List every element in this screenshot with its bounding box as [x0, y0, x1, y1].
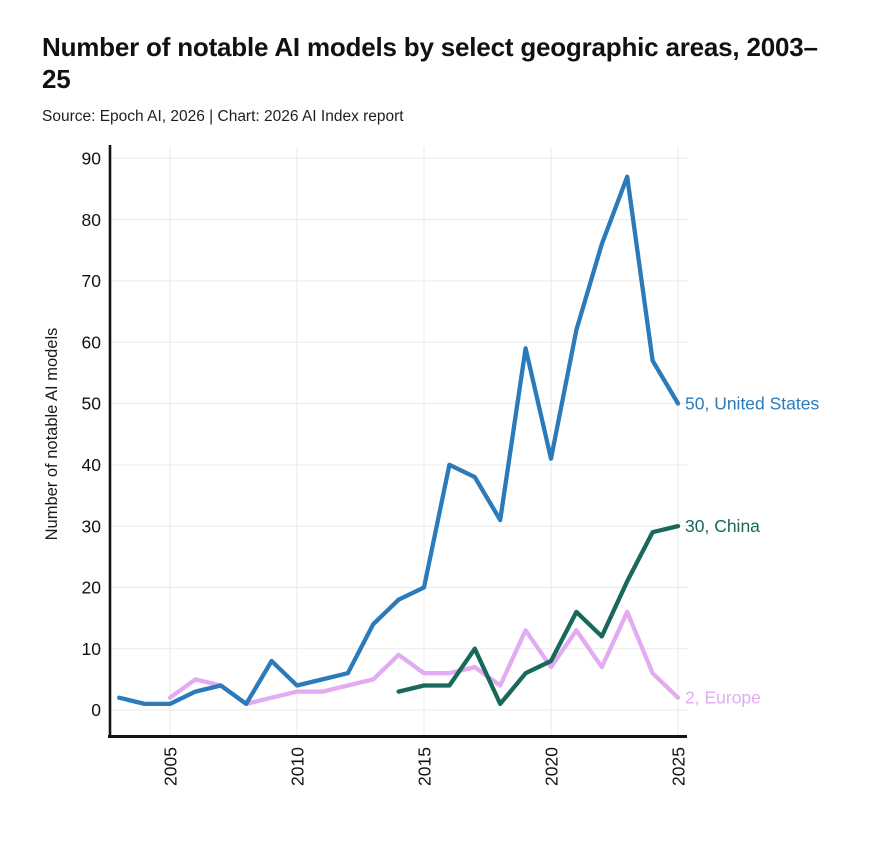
x-tick-label: 2020: [542, 747, 562, 786]
y-tick-label: 10: [82, 639, 102, 659]
y-tick-label: 0: [91, 700, 101, 720]
x-tick-label: 2005: [161, 747, 181, 786]
y-tick-label: 20: [82, 578, 102, 598]
y-tick-label: 30: [82, 516, 102, 536]
x-tick-label: 2015: [415, 747, 435, 786]
china-end-label: 30, China: [685, 516, 760, 536]
china-line: [396, 523, 681, 707]
y-tick-label: 50: [82, 394, 102, 414]
united-states-line: [117, 174, 681, 707]
x-tick-label: 2025: [669, 747, 689, 786]
chart-source-line: Source: Epoch AI, 2026 | Chart: 2026 AI …: [42, 108, 404, 125]
europe-end-label: 2, Europe: [685, 688, 761, 708]
chart-title: Number of notable AI models by select ge…: [42, 32, 818, 94]
x-tick-label: 2010: [288, 747, 308, 786]
united-states-end-label: 50, United States: [685, 394, 819, 414]
y-tick-label: 60: [82, 332, 102, 352]
y-tick-label: 80: [82, 210, 102, 230]
y-tick-label: 70: [82, 271, 102, 291]
y-tick-label: 40: [82, 455, 102, 475]
europe-line: [167, 609, 681, 707]
y-tick-label: 90: [82, 149, 102, 169]
y-axis-title: Number of notable AI models: [43, 328, 61, 541]
